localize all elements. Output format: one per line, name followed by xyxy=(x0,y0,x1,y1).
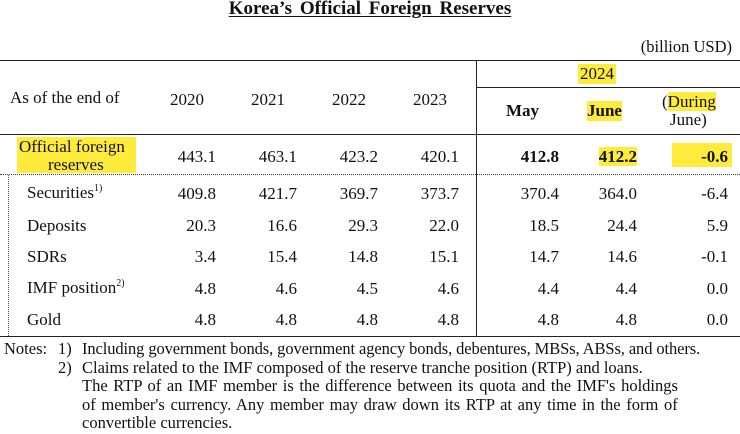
deposits-change: 5.9 xyxy=(706,216,728,235)
total-label-line1: Official foreign xyxy=(19,137,125,156)
deposits-2020: 20.3 xyxy=(186,216,216,235)
gold-label: Gold xyxy=(27,310,61,329)
change-during: During xyxy=(667,92,716,111)
imf-2022: 4.5 xyxy=(356,279,378,298)
securities-2021: 421.7 xyxy=(258,184,297,203)
table-bottom-rule xyxy=(0,336,740,337)
securities-note-ref: 1) xyxy=(94,183,103,194)
sdrs-2022: 14.8 xyxy=(348,247,378,266)
deposits-june: 24.4 xyxy=(607,216,637,235)
imf-2021: 4.6 xyxy=(275,279,297,298)
deposits-label: Deposits xyxy=(27,216,87,235)
note-2-line4: convertible currencies. xyxy=(82,413,233,432)
gold-2022: 4.8 xyxy=(356,310,378,329)
imf-label: IMF position2) xyxy=(27,278,125,298)
note-1-text: Including government bonds, government a… xyxy=(82,339,701,358)
group-header-rule xyxy=(476,87,740,88)
imf-may: 4.4 xyxy=(537,279,559,298)
total-row-rule xyxy=(0,174,740,175)
total-may: 412.8 xyxy=(520,147,559,166)
note-2-line2: The RTP of an IMF member is the differen… xyxy=(82,376,678,395)
imf-2020: 4.8 xyxy=(194,279,216,298)
deposits-may: 18.5 xyxy=(529,216,559,235)
note-1-num: 1) xyxy=(58,339,72,358)
note-2-line3-row: of member's currency. Any member may dra… xyxy=(4,394,678,415)
total-2020: 443.1 xyxy=(177,147,216,166)
page-title: Korea’s Official Foreign Reserves xyxy=(228,0,512,18)
gold-2021: 4.8 xyxy=(275,310,297,329)
securities-label-text: Securities xyxy=(27,183,95,202)
year-2024-divider xyxy=(476,60,477,336)
note-2-line3: of member's currency. Any member may dra… xyxy=(82,394,678,414)
sdrs-2021: 15.4 xyxy=(267,247,297,266)
gold-2023: 4.8 xyxy=(437,310,459,329)
header-june: June xyxy=(587,101,622,121)
detail-label-divider xyxy=(8,175,9,336)
securities-2022: 369.7 xyxy=(339,184,378,203)
total-june: 412.2 xyxy=(580,147,637,167)
deposits-2021: 16.6 xyxy=(267,216,297,235)
header-year-2021: 2021 xyxy=(251,90,285,109)
header-year-2022: 2022 xyxy=(332,90,366,109)
header-may: May xyxy=(506,101,540,120)
deposits-2022: 29.3 xyxy=(348,216,378,235)
total-2023: 420.1 xyxy=(420,147,459,166)
securities-label: Securities1) xyxy=(27,183,102,203)
sdrs-label: SDRs xyxy=(27,247,67,266)
imf-june: 4.4 xyxy=(615,279,637,298)
total-change-highlight xyxy=(672,143,732,167)
table-top-rule xyxy=(0,60,740,61)
imf-note-ref: 2) xyxy=(116,278,125,289)
imf-2023: 4.6 xyxy=(437,279,459,298)
imf-label-text: IMF position xyxy=(27,278,117,297)
securities-2020: 409.8 xyxy=(177,184,216,203)
header-year-2024: 2024 xyxy=(578,64,616,84)
unit-label: (billion USD) xyxy=(640,37,732,56)
total-label-line2: reserves xyxy=(48,155,104,174)
note-1: Notes: 1) Including government bonds, go… xyxy=(4,339,700,359)
header-change-line2: June) xyxy=(670,110,707,129)
header-change-line1: (During xyxy=(662,92,716,112)
sdrs-2023: 15.1 xyxy=(429,247,459,266)
deposits-2023: 22.0 xyxy=(429,216,459,235)
gold-june: 4.8 xyxy=(615,310,637,329)
gold-may: 4.8 xyxy=(537,310,559,329)
note-2-num: 2) xyxy=(58,357,72,377)
total-2021: 463.1 xyxy=(258,147,297,166)
notes: Notes: 1) Including government bonds, go… xyxy=(4,339,700,433)
note-2-line2-row: The RTP of an IMF member is the differen… xyxy=(4,376,678,396)
securities-may: 370.4 xyxy=(520,184,559,203)
sdrs-2020: 3.4 xyxy=(194,247,216,266)
total-2022: 423.2 xyxy=(339,147,378,166)
change-open-paren: ( xyxy=(662,92,668,111)
sdrs-may: 14.7 xyxy=(529,247,559,266)
header-row-label: As of the end of xyxy=(10,88,120,107)
total-june-value: 412.2 xyxy=(598,147,637,166)
gold-change: 0.0 xyxy=(706,310,728,329)
total-label-highlight xyxy=(17,137,136,173)
securities-2023: 373.7 xyxy=(420,184,459,203)
note-2-line4-row: convertible currencies. xyxy=(4,413,678,433)
sdrs-change: -0.1 xyxy=(701,247,728,266)
gold-2020: 4.8 xyxy=(194,310,216,329)
sdrs-june: 14.6 xyxy=(607,247,637,266)
total-change: -0.6 xyxy=(701,147,728,166)
header-bottom-rule xyxy=(0,134,740,135)
note-2: 2) Claims related to the IMF composed of… xyxy=(4,357,678,378)
imf-change: 0.0 xyxy=(706,279,728,298)
securities-change: -6.4 xyxy=(701,184,728,203)
header-year-2023: 2023 xyxy=(413,90,447,109)
notes-prefix: Notes: xyxy=(4,339,48,358)
securities-june: 364.0 xyxy=(598,184,637,203)
note-2-line1: Claims related to the IMF composed of th… xyxy=(82,357,643,377)
header-year-2020: 2020 xyxy=(170,90,204,109)
